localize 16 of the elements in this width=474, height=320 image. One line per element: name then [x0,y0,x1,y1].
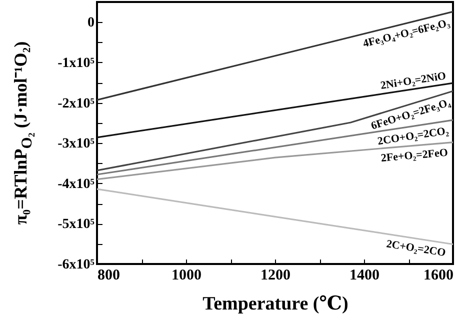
text: 2C+O₂=2CO [385,238,447,260]
text: 2Ni+O₂=2NiO [380,70,448,92]
x-tick-label: 1000 [172,268,202,284]
y-tick-label: -3x10⁵ [58,136,94,152]
x-axis-title: Temperature (℃) [202,294,348,314]
x-tick-label: 800 [98,268,120,284]
y-tick-label: -1x10⁵ [58,56,94,71]
series-label: 2Fe+O₂=2FeO [380,146,449,164]
y-tick-label: -5x10⁵ [58,217,94,232]
y-tick-label: -4x10⁵ [58,176,94,192]
x-tick-label: 1200 [260,268,290,284]
y-tick-label: -2x10⁵ [58,96,94,112]
y-tick-label: 0 [88,16,94,31]
y-tick-label: -6x10⁵ [58,258,94,272]
x-tick-label: 1600 [424,268,454,284]
x-tick-label: 1400 [350,268,380,284]
